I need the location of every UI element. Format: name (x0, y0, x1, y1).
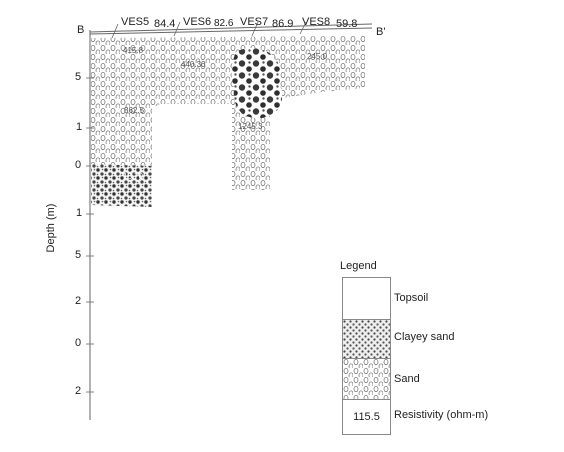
station-ves5-name: VES5 (121, 16, 150, 28)
depth-tick-label: 0 (75, 159, 82, 171)
boulder-zone (231, 48, 283, 119)
depth-tick-label: 5 (75, 71, 82, 83)
legend-sample-resistivity: 115.5 (353, 410, 380, 423)
station-ves8-value: 59.8 (336, 18, 358, 30)
resistivity-label: 1245.3 (238, 122, 263, 131)
legend-swatch-sand (343, 359, 390, 400)
station-ves6-value: 82.6 (214, 18, 234, 29)
depth-tick-label: 5 (75, 249, 82, 261)
station-ves5-value: 84.4 (154, 18, 176, 30)
depth-axis (86, 36, 94, 420)
resistivity-label: 245.0 (307, 52, 328, 61)
station-ves7-value: 86.9 (272, 18, 294, 30)
clayey-sand-layer (91, 164, 152, 207)
sand-layer-upper (91, 36, 365, 190)
legend-label-clayey-sand: Clayey sand (394, 331, 455, 343)
station-ves6-name: VES6 (183, 16, 212, 28)
resistivity-label: 440.30 (181, 60, 206, 69)
legend-label-topsoil: Topsoil (394, 292, 429, 304)
depth-tick-label: 0 (75, 337, 82, 349)
depth-tick-label: 2 (75, 295, 82, 307)
depth-axis-title: Depth (m) (45, 203, 57, 253)
depth-tick-label: 1 (76, 207, 83, 219)
station-ves7-name: VES7 (240, 16, 269, 28)
station-ves8-name: VES8 (302, 16, 331, 28)
legend-title: Legend (340, 260, 377, 272)
resistivity-label: 18.70 (123, 172, 144, 181)
resistivity-label: 415.8 (123, 46, 144, 55)
legend-box: 115.5 (342, 277, 391, 435)
legend-swatch-topsoil (343, 278, 390, 320)
depth-tick-label: 1 (76, 121, 83, 133)
legend-swatch-clayey-sand (343, 320, 390, 359)
resistivity-label: 862.5 (124, 106, 145, 115)
section-end-label: B' (376, 26, 386, 38)
section-lines (89, 21, 373, 39)
legend-label-resistivity: Resistivity (ohm-m) (394, 409, 489, 421)
depth-tick-label: 2 (75, 385, 82, 397)
section-start-label: B (77, 24, 85, 36)
legend-label-sand: Sand (394, 373, 420, 385)
